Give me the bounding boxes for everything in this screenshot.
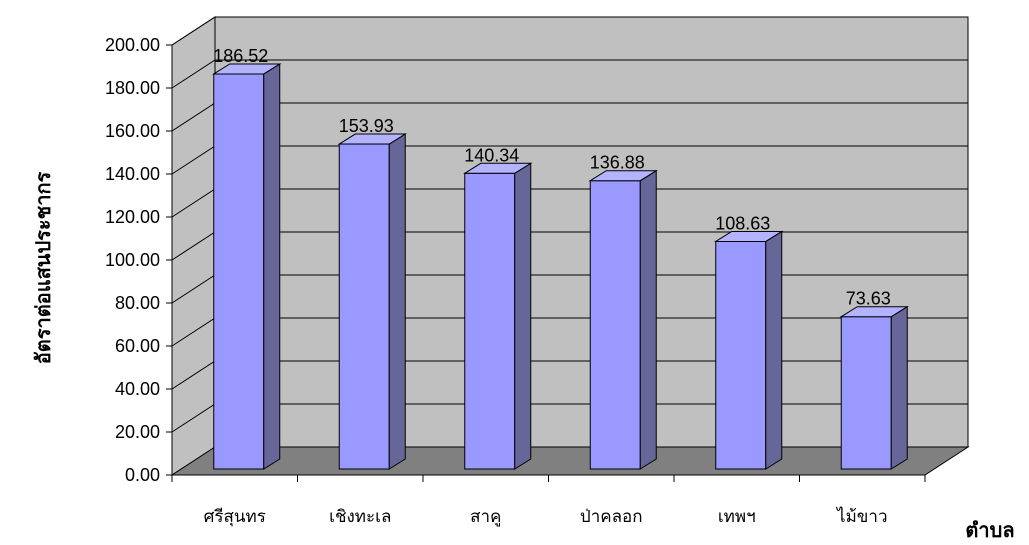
x-tick-label: สาคู — [470, 507, 501, 527]
data-label: 186.52 — [213, 46, 268, 66]
x-tick-label: ศรีสุนทร — [204, 507, 266, 527]
bar-top — [463, 162, 533, 174]
y-tick-label: 20.00 — [115, 422, 160, 442]
labels: 0.00 20.00 40.00 60.00 80.00 100.00 120.00 140.… — [105, 35, 891, 527]
bar-front — [715, 240, 767, 470]
x-tick-label: เชิงทะเล — [329, 507, 391, 527]
bar-front — [464, 172, 516, 470]
bar-side — [388, 133, 406, 470]
bar-side — [765, 230, 783, 470]
bar-front — [589, 180, 641, 470]
bar-side — [639, 169, 657, 470]
y-tick-label: 0.00 — [125, 465, 160, 485]
x-tick-label: ไม้ขาว — [835, 506, 887, 527]
bars — [212, 63, 909, 470]
y-tick-label: 40.00 — [115, 379, 160, 399]
x-axis-title: ตำบล — [965, 518, 1014, 542]
y-tick-label: 160.00 — [105, 121, 160, 141]
bar-front — [338, 143, 390, 470]
bar-side — [514, 162, 532, 470]
y-tick-label: 200.00 — [105, 35, 160, 55]
x-tick-label: ป่าคลอก — [580, 507, 643, 527]
bar-front — [213, 73, 265, 470]
y-tick-label: 120.00 — [105, 207, 160, 227]
bar-top — [212, 63, 282, 75]
data-label: 140.34 — [464, 145, 519, 165]
bar-top — [839, 306, 909, 318]
data-label: 153.93 — [339, 116, 394, 136]
data-label: 108.63 — [715, 213, 770, 233]
y-tick-label: 100.00 — [105, 250, 160, 270]
bar-side — [890, 305, 908, 470]
y-axis-title: อัตราต่อแสนประชากร — [31, 171, 55, 364]
y-tick-label: 60.00 — [115, 336, 160, 356]
gridline — [171, 16, 968, 46]
x-tick-label: เทพฯ — [718, 507, 756, 527]
bar-top — [714, 230, 784, 242]
y-tick-label: 180.00 — [105, 78, 160, 98]
bar-top — [588, 170, 658, 182]
y-tick-label: 140.00 — [105, 164, 160, 184]
data-label: 73.63 — [846, 289, 891, 309]
y-tick-label: 80.00 — [115, 293, 160, 313]
bar-front — [840, 316, 892, 470]
gridline — [171, 59, 968, 89]
bar-side — [263, 63, 281, 470]
data-label: 136.88 — [590, 153, 645, 173]
bar-top — [337, 133, 407, 145]
axes — [166, 44, 926, 482]
